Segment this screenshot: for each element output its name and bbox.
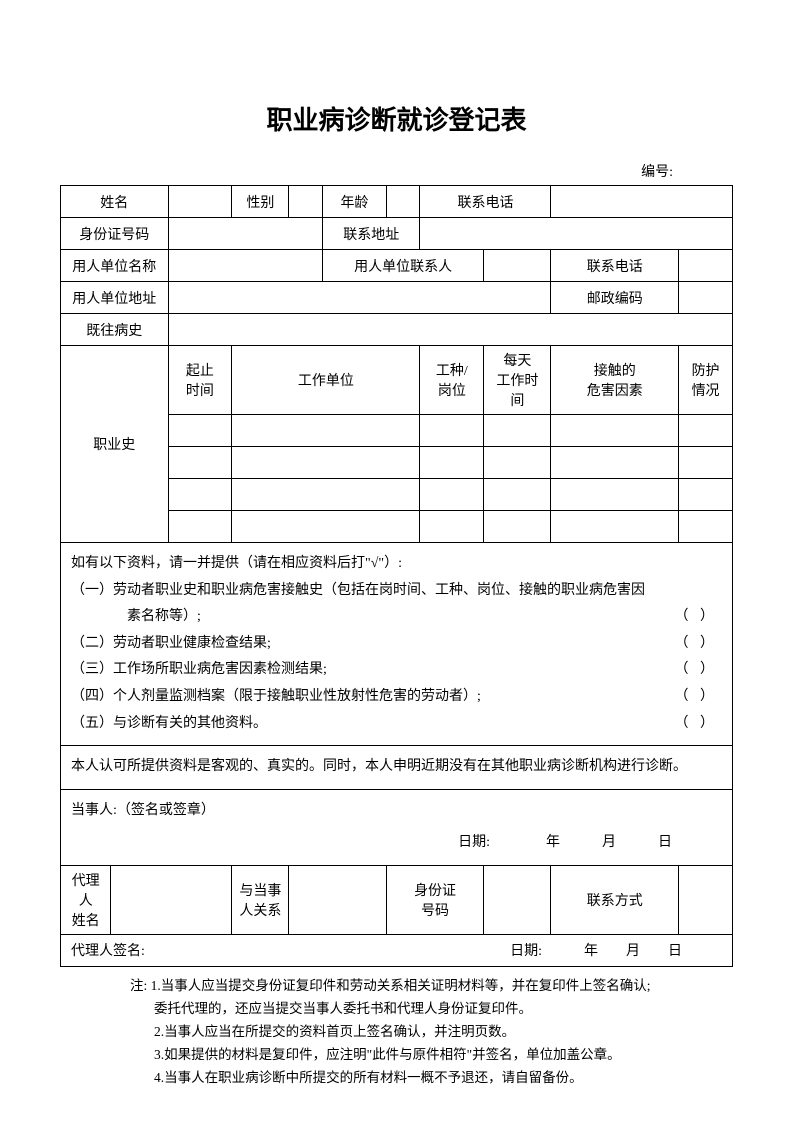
note-4: 4.当事人在职业病诊断中所提交的所有材料一概不予退还，请自留备份。	[100, 1067, 733, 1090]
checkbox-paren[interactable]: （ ）	[675, 684, 723, 711]
occ-hdr-hazard: 接触的危害因素	[551, 346, 679, 415]
occ-cell[interactable]	[232, 447, 420, 479]
label-occ-history: 职业史	[61, 346, 169, 543]
material-item-4: （四）个人剂量监测档案（限于接触职业性放射性危害的劳动者）;	[71, 684, 481, 711]
occ-cell[interactable]	[679, 447, 733, 479]
agent-sign-label: 代理人签名:	[71, 940, 145, 960]
note-2: 2.当事人应当在所提交的资料首页上签名确认，并注明页数。	[100, 1021, 733, 1044]
occ-hdr-hours: 每天工作时间	[484, 346, 551, 415]
occ-cell[interactable]	[168, 415, 232, 447]
occ-cell[interactable]	[679, 511, 733, 543]
occ-cell[interactable]	[420, 511, 484, 543]
label-address: 联系地址	[323, 218, 420, 250]
occ-cell[interactable]	[232, 479, 420, 511]
label-phone: 联系电话	[420, 186, 551, 218]
note-3: 3.如果提供的材料是复印件，应注明"此件与原件相符"并签名，单位加盖公章。	[100, 1044, 733, 1067]
field-phone[interactable]	[551, 186, 733, 218]
party-date-line: 日期: 年 月 日	[71, 830, 722, 857]
label-age: 年龄	[323, 186, 387, 218]
field-employer[interactable]	[168, 250, 323, 282]
notes-section: 注: 1.当事人应当提交身份证复印件和劳动关系相关证明材料等，并在复印件上签名确…	[60, 975, 733, 1090]
materials-cell: 如有以下资料，请一并提供（请在相应资料后打"√"）: （一）劳动者职业史和职业病…	[61, 543, 733, 746]
field-address[interactable]	[420, 218, 733, 250]
occ-hdr-job: 工种/岗位	[420, 346, 484, 415]
label-agent-id: 身份证号码	[386, 865, 483, 934]
field-name[interactable]	[168, 186, 232, 218]
material-item-5: （五）与诊断有关的其他资料。	[71, 711, 267, 738]
occ-cell[interactable]	[168, 479, 232, 511]
occ-hdr-protection: 防护情况	[679, 346, 733, 415]
occ-cell[interactable]	[484, 511, 551, 543]
note-1b: 委托代理的，还应当提交当事人委托书和代理人身份证复印件。	[100, 998, 733, 1021]
label-emp-phone: 联系电话	[551, 250, 679, 282]
material-item-1a: （一）劳动者职业史和职业病危害接触史（包括在岗时间、工种、岗位、接触的职业病危害…	[71, 578, 722, 605]
agent-date-line: 日期: 年 月 日	[510, 940, 722, 960]
materials-intro: 如有以下资料，请一并提供（请在相应资料后打"√"）:	[71, 551, 722, 578]
occ-cell[interactable]	[420, 415, 484, 447]
party-sign-label: 当事人:（签名或签章）	[71, 798, 722, 825]
label-employer: 用人单位名称	[61, 250, 169, 282]
serial-label: 编号:	[60, 161, 733, 181]
occ-cell[interactable]	[420, 447, 484, 479]
occ-cell[interactable]	[551, 447, 679, 479]
field-emp-contact[interactable]	[484, 250, 551, 282]
occ-cell[interactable]	[484, 415, 551, 447]
occ-cell[interactable]	[551, 415, 679, 447]
checkbox-paren[interactable]: （ ）	[675, 711, 723, 738]
field-emp-addr[interactable]	[168, 282, 551, 314]
field-med-history[interactable]	[168, 314, 733, 346]
field-id-no[interactable]	[168, 218, 323, 250]
field-emp-phone[interactable]	[679, 250, 733, 282]
occ-cell[interactable]	[679, 479, 733, 511]
occ-cell[interactable]	[232, 511, 420, 543]
label-emp-contact: 用人单位联系人	[323, 250, 484, 282]
occ-cell[interactable]	[168, 511, 232, 543]
material-item-3: （三）工作场所职业病危害因素检测结果;	[71, 657, 327, 684]
label-gender: 性别	[232, 186, 289, 218]
occ-cell[interactable]	[679, 415, 733, 447]
label-id-no: 身份证号码	[61, 218, 169, 250]
occ-cell[interactable]	[484, 447, 551, 479]
note-1: 1.当事人应当提交身份证复印件和劳动关系相关证明材料等，并在复印件上签名确认;	[151, 978, 651, 993]
label-agent-contact: 联系方式	[551, 865, 679, 934]
field-gender[interactable]	[289, 186, 323, 218]
material-item-2: （二）劳动者职业健康检查结果;	[71, 631, 271, 658]
field-agent-relation[interactable]	[289, 865, 386, 934]
field-age[interactable]	[386, 186, 420, 218]
occ-hdr-workplace: 工作单位	[232, 346, 420, 415]
label-agent-relation: 与当事人关系	[232, 865, 289, 934]
label-agent-name: 代理人姓名	[61, 865, 111, 934]
occ-cell[interactable]	[420, 479, 484, 511]
occ-cell[interactable]	[551, 511, 679, 543]
page-title: 职业病诊断就诊登记表	[60, 100, 733, 137]
signature-cell: 当事人:（签名或签章） 日期: 年 月 日	[61, 789, 733, 865]
field-agent-id[interactable]	[484, 865, 551, 934]
field-agent-name[interactable]	[111, 865, 232, 934]
material-item-1b: 素名称等）;	[71, 604, 201, 631]
field-agent-contact[interactable]	[679, 865, 733, 934]
agent-sign-cell: 代理人签名: 日期: 年 月 日	[61, 934, 733, 966]
declaration-cell: 本人认可所提供资料是客观的、真实的。同时，本人申明近期没有在其他职业病诊断机构进…	[61, 746, 733, 790]
checkbox-paren[interactable]: （ ）	[675, 631, 723, 658]
notes-prefix: 注:	[130, 978, 147, 993]
occ-cell[interactable]	[232, 415, 420, 447]
occ-hdr-period: 起止时间	[168, 346, 232, 415]
label-emp-addr: 用人单位地址	[61, 282, 169, 314]
label-postcode: 邮政编码	[551, 282, 679, 314]
occ-cell[interactable]	[168, 447, 232, 479]
checkbox-paren[interactable]: （ ）	[675, 604, 723, 631]
occ-cell[interactable]	[551, 479, 679, 511]
field-postcode[interactable]	[679, 282, 733, 314]
label-med-history: 既往病史	[61, 314, 169, 346]
form-table: 姓名 性别 年龄 联系电话 身份证号码 联系地址 用人单位名称 用人单位联系人 …	[60, 185, 733, 967]
label-name: 姓名	[61, 186, 169, 218]
occ-cell[interactable]	[484, 479, 551, 511]
checkbox-paren[interactable]: （ ）	[675, 657, 723, 684]
